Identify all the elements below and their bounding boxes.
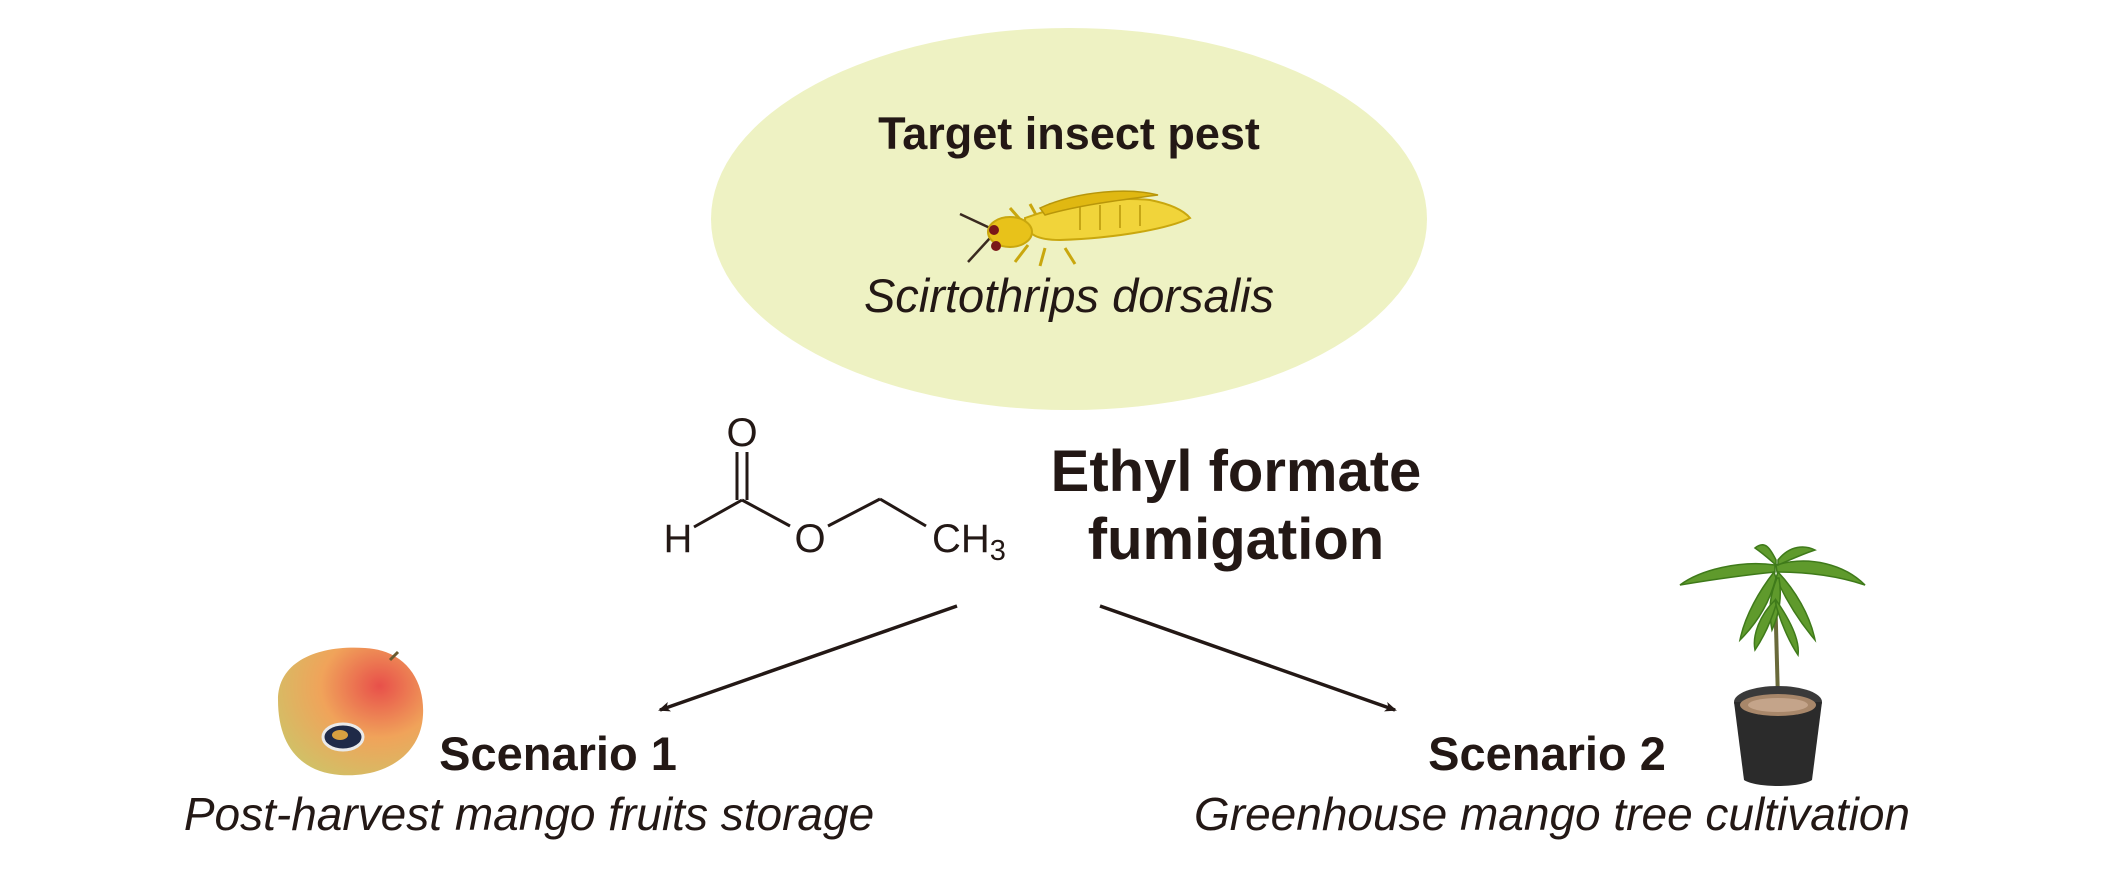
methyl-group-label: CH3	[932, 517, 1006, 567]
methyl-ch-text: CH	[932, 517, 990, 561]
carbonyl-oxygen-label: O	[726, 411, 757, 455]
pest-title: Target insect pest	[878, 108, 1260, 159]
fumigation-title-line-1: Ethyl formate	[1050, 439, 1422, 504]
scenario-1-description: Post-harvest mango fruits storage	[183, 788, 875, 840]
scenario-2-title: Scenario 2	[1428, 727, 1666, 780]
hydrogen-label: H	[664, 517, 693, 561]
potted-mango-tree-icon	[1679, 544, 1866, 786]
pest-species-name: Scirtothrips dorsalis	[863, 269, 1275, 322]
mango-fruit-icon	[278, 647, 424, 776]
methyl-subscript-3: 3	[990, 535, 1006, 567]
fumigation-title-line-2: fumigation	[1087, 507, 1385, 572]
ethyl-formate-structure	[693, 452, 927, 529]
scenario-2-description: Greenhouse mango tree cultivation	[1194, 788, 1910, 840]
arrow-to-scenario-2	[1099, 604, 1397, 712]
scenario-1-title: Scenario 1	[439, 727, 677, 780]
arrow-to-scenario-1	[658, 604, 958, 712]
thrips-insect-icon	[959, 190, 1192, 267]
ester-oxygen-label: O	[794, 517, 825, 561]
